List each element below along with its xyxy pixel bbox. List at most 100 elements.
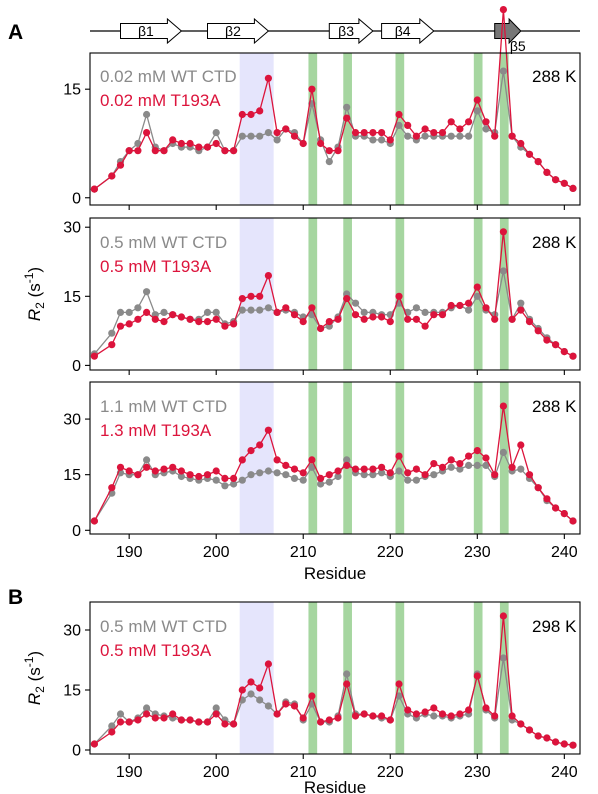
data-point bbox=[203, 718, 212, 726]
data-point bbox=[116, 308, 125, 316]
data-point bbox=[108, 722, 116, 730]
legend-entry-t193a: 0.5 mM T193A bbox=[100, 257, 212, 276]
y-tick-label: 30 bbox=[63, 220, 81, 237]
data-point bbox=[273, 129, 281, 137]
data-point bbox=[473, 107, 481, 115]
data-point bbox=[299, 139, 307, 148]
data-point bbox=[134, 304, 142, 312]
data-point bbox=[447, 463, 455, 471]
data-point bbox=[90, 185, 98, 193]
data-point bbox=[125, 718, 133, 726]
data-point bbox=[412, 132, 420, 140]
highlight-green-band-4 bbox=[473, 53, 483, 205]
x-tick-label: 230 bbox=[464, 764, 491, 781]
data-point bbox=[264, 304, 272, 312]
data-point bbox=[212, 467, 220, 475]
data-point bbox=[343, 103, 351, 111]
data-point bbox=[325, 478, 333, 486]
data-point bbox=[543, 168, 551, 176]
data-point bbox=[160, 714, 168, 722]
data-point bbox=[334, 472, 342, 481]
data-point bbox=[230, 480, 238, 488]
data-point bbox=[569, 517, 577, 525]
data-point bbox=[343, 295, 351, 303]
data-point bbox=[552, 738, 560, 746]
secondary-structure-track: β1 β2 β3 β4 β5 bbox=[90, 17, 580, 54]
data-point bbox=[177, 472, 185, 481]
data-point bbox=[386, 469, 394, 477]
plot-frame bbox=[89, 381, 581, 535]
data-point bbox=[212, 129, 220, 137]
data-point bbox=[143, 704, 151, 712]
x-tick-label: 240 bbox=[551, 544, 578, 561]
data-point bbox=[151, 467, 159, 475]
data-point bbox=[238, 686, 246, 694]
data-point bbox=[308, 85, 316, 93]
data-point bbox=[378, 463, 386, 471]
data-point bbox=[308, 456, 316, 464]
data-point bbox=[499, 612, 507, 620]
data-point bbox=[125, 308, 133, 316]
y-tick-label: 30 bbox=[63, 623, 81, 640]
temperature-label: 288 K bbox=[532, 67, 577, 86]
strand-arrow-2 bbox=[207, 17, 270, 45]
data-point bbox=[247, 110, 255, 119]
data-point bbox=[125, 467, 133, 475]
data-point bbox=[125, 320, 133, 328]
data-point bbox=[386, 716, 394, 724]
highlight-green-band-5 bbox=[499, 602, 509, 754]
data-point bbox=[273, 710, 281, 718]
data-point bbox=[473, 447, 481, 455]
data-point bbox=[90, 352, 98, 360]
data-point bbox=[552, 176, 560, 184]
data-point bbox=[334, 315, 342, 323]
data-point bbox=[299, 469, 307, 477]
data-point bbox=[404, 706, 412, 714]
data-point bbox=[360, 471, 368, 479]
data-point bbox=[134, 147, 142, 155]
data-point bbox=[264, 426, 272, 434]
data-point bbox=[552, 341, 560, 349]
data-point bbox=[525, 471, 534, 479]
data-point bbox=[456, 460, 464, 468]
data-point bbox=[438, 710, 447, 718]
strand-label-3: β3 bbox=[338, 23, 354, 39]
y-tick-label: 0 bbox=[72, 743, 81, 760]
data-point bbox=[395, 467, 403, 475]
data-point bbox=[534, 484, 542, 492]
data-point bbox=[508, 315, 516, 323]
data-point bbox=[473, 461, 481, 469]
data-point bbox=[421, 132, 429, 140]
data-point bbox=[430, 129, 438, 137]
data-point bbox=[412, 476, 420, 484]
x-tick-label: 220 bbox=[377, 544, 404, 561]
panel-label-b: B bbox=[8, 586, 23, 609]
data-point bbox=[378, 469, 386, 477]
data-point bbox=[238, 476, 246, 484]
data-point bbox=[560, 348, 568, 356]
data-point bbox=[343, 670, 351, 678]
plot-frame bbox=[89, 601, 581, 755]
data-point bbox=[421, 308, 429, 316]
data-point bbox=[203, 308, 212, 316]
series-t193a bbox=[90, 612, 577, 749]
data-point bbox=[151, 147, 159, 155]
data-point bbox=[256, 441, 264, 449]
data-point bbox=[404, 469, 412, 477]
data-point bbox=[351, 311, 360, 319]
strand-label-4: β4 bbox=[395, 23, 411, 39]
x-axis-label: Residue bbox=[304, 564, 366, 583]
data-point bbox=[317, 474, 325, 482]
data-point bbox=[177, 139, 185, 148]
data-point bbox=[247, 132, 255, 140]
data-point bbox=[482, 125, 490, 133]
data-point bbox=[351, 129, 360, 137]
data-point bbox=[552, 504, 560, 512]
data-point bbox=[256, 132, 264, 140]
data-point bbox=[404, 132, 412, 140]
data-point bbox=[108, 728, 116, 736]
data-point bbox=[203, 471, 212, 479]
data-point bbox=[247, 678, 255, 686]
series-t193a bbox=[90, 402, 577, 525]
